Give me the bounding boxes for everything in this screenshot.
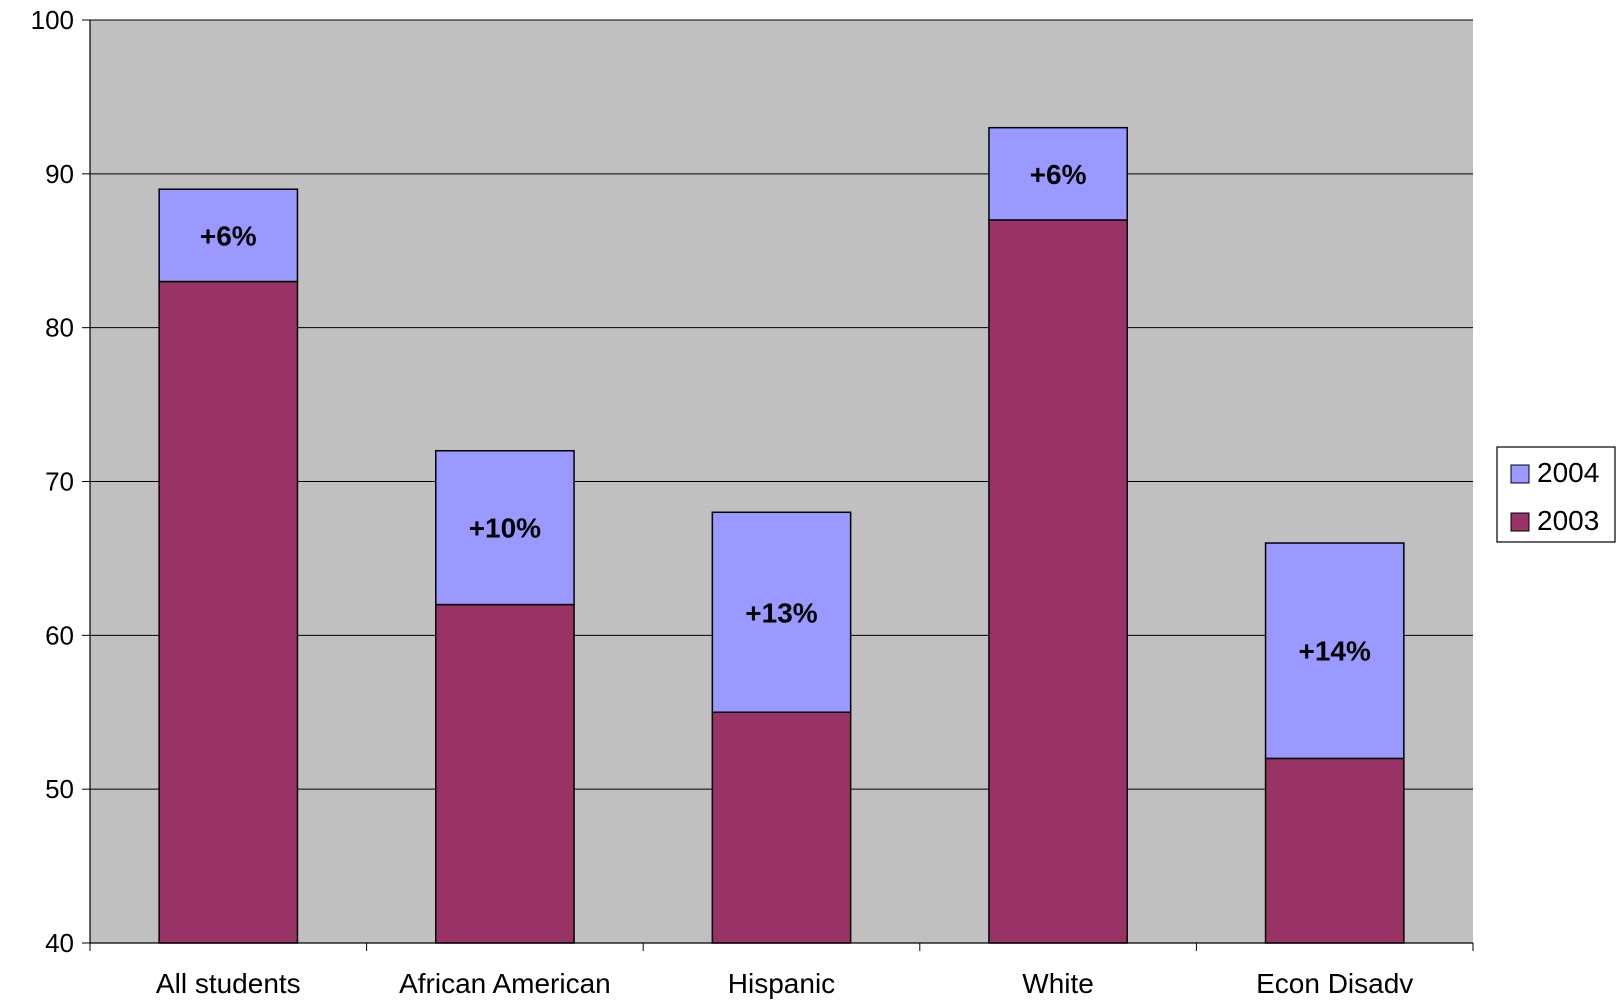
y-tick-label: 50 — [45, 774, 74, 804]
y-tick-label: 90 — [45, 159, 74, 189]
x-category-label: African American — [399, 968, 611, 999]
bar-2003-1 — [435, 603, 575, 944]
data-label: +13% — [745, 597, 817, 628]
axes: 40 50 60 70 80 90 100 All students African Ameri… — [31, 5, 1474, 999]
y-tick-label: 70 — [45, 467, 74, 497]
bar-2004-0 — [158, 188, 299, 283]
y-tick-label: 60 — [45, 620, 74, 650]
bar-2003-2 — [711, 711, 852, 944]
legend-label: 2003 — [1537, 505, 1599, 536]
x-category-label: Hispanic — [728, 968, 835, 999]
data-label: +6% — [200, 220, 257, 251]
data-label: +14% — [1298, 636, 1370, 667]
data-labels: +6% +10% +13% +6% +14% — [200, 159, 1371, 667]
x-category-label: White — [1022, 968, 1094, 999]
bar-2004-2 — [711, 511, 852, 713]
bar-2003-0 — [158, 280, 299, 944]
data-label: +6% — [1030, 159, 1087, 190]
x-category-label: All students — [156, 968, 301, 999]
bar-2004-4 — [1264, 542, 1405, 760]
bars — [158, 126, 1405, 944]
legend-label: 2004 — [1537, 457, 1599, 488]
y-tick-label: 40 — [45, 928, 74, 958]
y-tick-label: 80 — [45, 313, 74, 343]
bar-2004-3 — [988, 126, 1129, 221]
bar-2004-1 — [435, 449, 575, 606]
y-tick-label: 100 — [31, 5, 74, 35]
data-label: +10% — [469, 513, 541, 544]
bar-2003-4 — [1264, 757, 1405, 944]
legend: 2004 2003 — [1496, 446, 1616, 543]
legend-swatch-2004 — [1510, 464, 1530, 484]
x-category-label: Econ Disadv — [1256, 968, 1413, 999]
legend-swatch-2003 — [1510, 512, 1530, 532]
bar-2003-3 — [988, 219, 1129, 944]
